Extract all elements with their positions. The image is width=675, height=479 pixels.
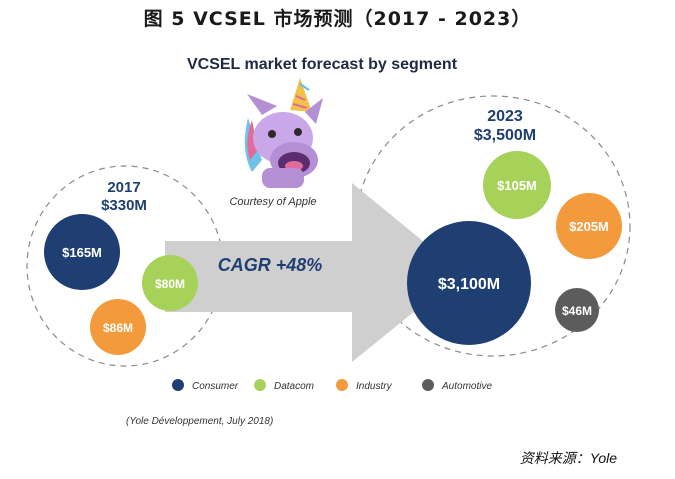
year-2023: 2023 [487,108,523,125]
legend-label-consumer: Consumer [192,381,239,392]
bubble-label-2023-consumer: $3,100M [438,276,500,293]
bubble-2017-consumer [44,214,120,290]
cagr-label: CAGR +48% [218,255,323,275]
figure-title: 图 5 VCSEL 市场预测（2017 - 2023） [143,8,532,30]
bubble-2023-automotive [555,288,599,332]
bubble-label-2017-datacom: $80M [155,277,185,291]
growth-arrow [165,183,462,362]
bubble-label-2017-consumer: $165M [62,245,102,260]
legend: Consumer Datacom Industry Automotive [172,379,492,392]
image-caption: Courtesy of Apple [229,196,316,208]
credit-note: (Yole Développement, July 2018) [126,416,273,427]
bubble-2017-datacom [142,255,198,311]
bubble-2017-industry [90,299,146,355]
unicorn-icon [244,78,323,188]
chart-title: VCSEL market forecast by segment [187,56,458,73]
total-2023: $3,500M [474,127,536,144]
legend-label-datacom: Datacom [274,381,314,392]
bubble-2023-industry [556,193,622,259]
bubble-label-2023-datacom: $105M [497,178,537,193]
bubble-label-2023-industry: $205M [569,219,609,234]
legend-label-automotive: Automotive [441,381,492,392]
legend-swatch-automotive [422,379,434,391]
year-2017: 2017 [107,179,140,196]
bubble-label-2023-automotive: $46M [562,304,592,318]
source-note: 资料来源：Yole [519,450,617,466]
bubble-label-2017-industry: $86M [103,321,133,335]
legend-label-industry: Industry [356,381,393,392]
legend-swatch-consumer [172,379,184,391]
legend-swatch-industry [336,379,348,391]
bubble-2023-datacom [483,151,551,219]
legend-swatch-datacom [254,379,266,391]
total-2017: $330M [101,197,147,214]
bubble-2023-consumer [407,221,531,345]
